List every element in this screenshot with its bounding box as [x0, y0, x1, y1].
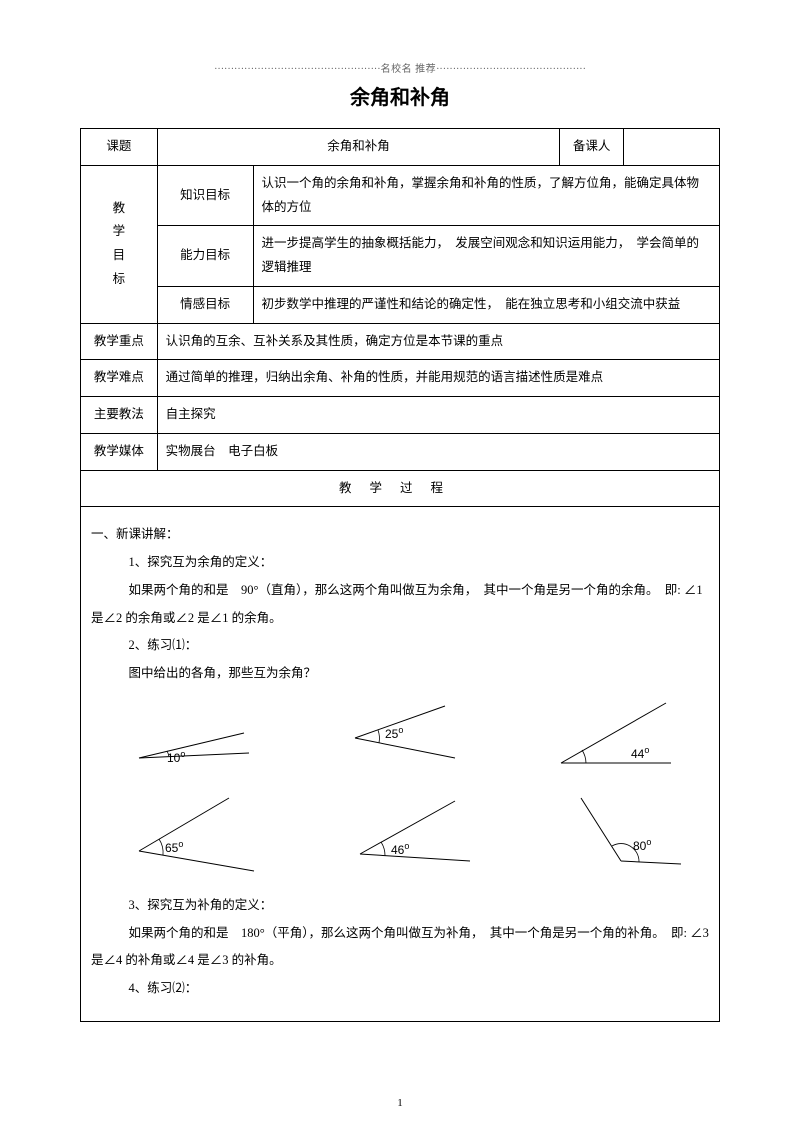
angle-diagram-46: 46o	[315, 796, 485, 876]
table-row: 教学过程	[81, 470, 720, 507]
section-heading: 一、新课讲解：	[91, 523, 709, 547]
table-row: 情感目标 初步数学中推理的严谨性和结论的确定性， 能在独立思考和小组交流中获益	[81, 286, 720, 323]
content-line: 4、练习⑵：	[91, 977, 709, 1001]
table-row: 课题 余角和补角 备课人	[81, 129, 720, 166]
page-title: 余角和补角	[80, 81, 720, 110]
cell-goal1-text: 认识一个角的余角和补角，掌握余角和补角的性质，了解方位角，能确定具体物体的方位	[253, 165, 719, 226]
cell-focus-text: 认识角的互余、互补关系及其性质，确定方位是本节课的重点	[157, 323, 719, 360]
lesson-plan-table: 课题 余角和补角 备课人 教 学 目 标 知识目标 认识一个角的余角和补角，掌握…	[80, 128, 720, 1022]
cell-preparer-label: 备课人	[560, 129, 624, 166]
table-row: 教学媒体 实物展台 电子白板	[81, 433, 720, 470]
content-line: 2、练习⑴：	[91, 634, 709, 658]
content-line: 图中给出的各角，那些互为余角？	[91, 662, 709, 686]
cell-difficulty-label: 教学难点	[81, 360, 158, 397]
cell-preparer-value	[624, 129, 720, 166]
angle-diagram-25: 25o	[315, 698, 485, 778]
table-row: 一、新课讲解： 1、探究互为余角的定义： 如果两个角的和是 90°（直角），那么…	[81, 507, 720, 1022]
process-content: 一、新课讲解： 1、探究互为余角的定义： 如果两个角的和是 90°（直角），那么…	[81, 507, 720, 1022]
table-row: 教 学 目 标 知识目标 认识一个角的余角和补角，掌握余角和补角的性质，了解方位…	[81, 165, 720, 226]
page-number: 1	[0, 1097, 800, 1109]
cell-media-text: 实物展台 电子白板	[157, 433, 719, 470]
angle-diagram-44: 44o	[521, 698, 691, 778]
cell-goal2-label: 能力目标	[157, 226, 253, 287]
cell-goal3-label: 情感目标	[157, 286, 253, 323]
cell-topic-label: 课题	[81, 129, 158, 166]
header-tagline: ········································…	[80, 60, 720, 75]
cell-goal3-text: 初步数学中推理的严谨性和结论的确定性， 能在独立思考和小组交流中获益	[253, 286, 719, 323]
angle-row-1: 10o 25o	[91, 698, 709, 778]
cell-method-label: 主要教法	[81, 397, 158, 434]
table-row: 主要教法 自主探究	[81, 397, 720, 434]
cell-goals-label: 教 学 目 标	[81, 165, 158, 323]
process-header: 教学过程	[81, 470, 720, 507]
content-line: 是∠4 的补角或∠4 是∠3 的补角。	[91, 949, 709, 973]
cell-topic-value: 余角和补角	[157, 129, 560, 166]
content-line: 如果两个角的和是 90°（直角），那么这两个角叫做互为余角， 其中一个角是另一个…	[91, 579, 709, 603]
cell-method-text: 自主探究	[157, 397, 719, 434]
table-row: 能力目标 进一步提高学生的抽象概括能力， 发展空间观念和知识运用能力， 学会简单…	[81, 226, 720, 287]
angle-row-2: 65o 46o	[91, 796, 709, 876]
table-row: 教学难点 通过简单的推理，归纳出余角、补角的性质，并能用规范的语言描述性质是难点	[81, 360, 720, 397]
content-line: 是∠2 的余角或∠2 是∠1 的余角。	[91, 607, 709, 631]
angle-diagram-80: 80o	[521, 796, 691, 876]
angle-diagram-10: 10o	[109, 698, 279, 778]
table-row: 教学重点 认识角的互余、互补关系及其性质，确定方位是本节课的重点	[81, 323, 720, 360]
cell-goal1-label: 知识目标	[157, 165, 253, 226]
content-line: 1、探究互为余角的定义：	[91, 551, 709, 575]
cell-media-label: 教学媒体	[81, 433, 158, 470]
cell-goal2-text: 进一步提高学生的抽象概括能力， 发展空间观念和知识运用能力， 学会简单的逻辑推理	[253, 226, 719, 287]
content-line: 3、探究互为补角的定义：	[91, 894, 709, 918]
cell-difficulty-text: 通过简单的推理，归纳出余角、补角的性质，并能用规范的语言描述性质是难点	[157, 360, 719, 397]
angle-diagram-65: 65o	[109, 796, 279, 876]
cell-focus-label: 教学重点	[81, 323, 158, 360]
content-line: 如果两个角的和是 180°（平角），那么这两个角叫做互为补角， 其中一个角是另一…	[91, 922, 709, 946]
